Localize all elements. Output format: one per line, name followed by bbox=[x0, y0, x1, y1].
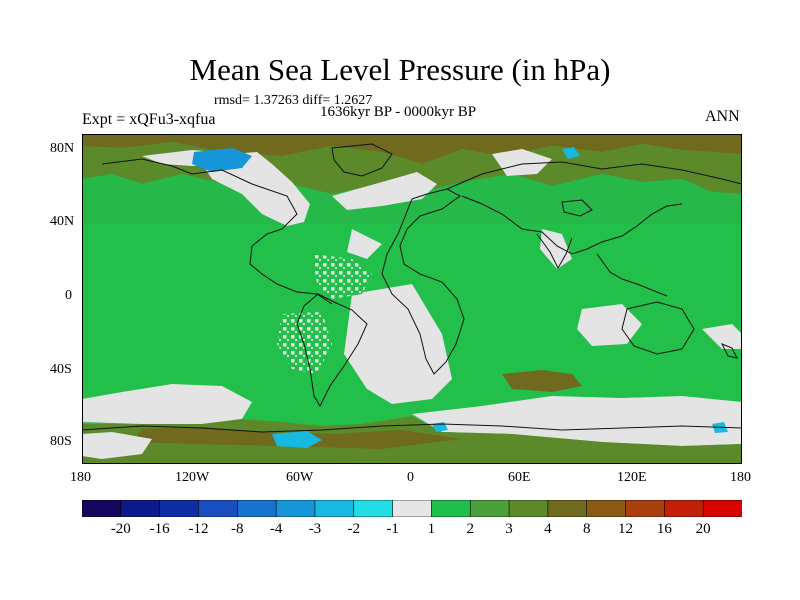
stippled-central-pacific bbox=[277, 312, 332, 374]
lon-label-120e: 120E bbox=[617, 470, 647, 485]
colorbar-swatch bbox=[392, 500, 433, 517]
arctic-high-anomaly bbox=[82, 134, 742, 164]
colorbar-swatch bbox=[353, 500, 394, 517]
colorbar-tick-label: 16 bbox=[656, 521, 672, 537]
siberia-near-zero bbox=[492, 149, 552, 176]
colorbar-swatch bbox=[314, 500, 355, 517]
colorbar-swatch bbox=[236, 500, 277, 517]
map-frame bbox=[82, 134, 742, 464]
lat-label-80n: 80N bbox=[50, 141, 75, 156]
south-pacific-brown bbox=[502, 370, 582, 392]
colorbar-tick-label: 12 bbox=[618, 521, 634, 537]
southern-ocean-near-zero-west bbox=[82, 384, 252, 424]
colorbar-tick-label: 8 bbox=[582, 521, 591, 537]
north-atlantic-near-zero bbox=[202, 152, 310, 226]
lon-label-60w: 60W bbox=[286, 470, 314, 485]
colorbar-swatch bbox=[469, 500, 510, 517]
lat-label-40n: 40N bbox=[50, 214, 75, 229]
stippled-mid-atlantic bbox=[312, 254, 372, 299]
colorbar-tick-label: -12 bbox=[188, 521, 209, 537]
lon-label-120w: 120W bbox=[175, 470, 210, 485]
colorbar-tick-label: -8 bbox=[231, 521, 244, 537]
stats-label: rmsd= 1.37263 diff= 1.2627 bbox=[214, 93, 373, 108]
coastlines bbox=[82, 143, 742, 433]
colorbar-tick-label: 4 bbox=[544, 521, 552, 537]
colorbar-tick-label: -20 bbox=[110, 521, 131, 537]
lon-label-180w: 180 bbox=[70, 470, 91, 485]
antarctic-near-zero bbox=[82, 432, 152, 459]
colorbar-swatch bbox=[547, 500, 588, 517]
colorbar bbox=[82, 500, 742, 517]
arctic-negative-patch bbox=[192, 148, 252, 172]
colorbar-swatch bbox=[664, 500, 704, 517]
lon-label-0: 0 bbox=[407, 470, 414, 485]
arctic-small-negative bbox=[562, 147, 580, 159]
lat-label-80s: 80S bbox=[50, 434, 72, 449]
antarctic-negative-patch bbox=[272, 431, 322, 448]
north-pacific-near-zero bbox=[332, 172, 437, 210]
lat-label-0: 0 bbox=[65, 288, 72, 303]
map-title: Mean Sea Level Pressure (in hPa) bbox=[189, 52, 611, 87]
colorbar-swatch bbox=[82, 500, 122, 517]
season-label: ANN bbox=[705, 108, 740, 125]
pressure-difference-map bbox=[82, 134, 742, 464]
lon-label-180e: 180 bbox=[730, 470, 751, 485]
colorbar-swatch bbox=[275, 500, 316, 517]
colorbar-tick-label: 2 bbox=[466, 521, 474, 537]
experiment-label: Expt = xQFu3-xqfua bbox=[82, 111, 216, 128]
colorbar-tick-label: -1 bbox=[386, 521, 399, 537]
north-america-near-zero bbox=[347, 229, 382, 259]
pacific-south-near-zero bbox=[702, 324, 742, 349]
colorbar-tick-label: 3 bbox=[505, 521, 513, 537]
colorbar-tick-label: -2 bbox=[347, 521, 361, 537]
lat-label-40s: 40S bbox=[50, 362, 72, 377]
indian-near-zero bbox=[540, 229, 572, 269]
colorbar-tick-label: -3 bbox=[308, 521, 322, 537]
colorbar-tick-label: 1 bbox=[427, 521, 436, 537]
colorbar-swatch bbox=[702, 500, 742, 517]
colorbar-swatch bbox=[159, 500, 200, 517]
south-atlantic-near-zero bbox=[344, 284, 452, 404]
colorbar-swatch bbox=[586, 500, 627, 517]
colorbar-swatch bbox=[198, 500, 239, 517]
colorbar-swatch bbox=[120, 500, 161, 517]
colorbar-swatch bbox=[431, 500, 472, 517]
lon-label-60e: 60E bbox=[508, 470, 531, 485]
colorbar-tick-label: -16 bbox=[149, 521, 170, 537]
period-label: 1636kyr BP - 0000kyr BP bbox=[320, 104, 477, 120]
colorbar-tick-label: 20 bbox=[695, 521, 711, 537]
colorbar-swatch bbox=[508, 500, 549, 517]
colorbar-swatch bbox=[625, 500, 666, 517]
colorbar-tick-label: -4 bbox=[269, 521, 283, 537]
